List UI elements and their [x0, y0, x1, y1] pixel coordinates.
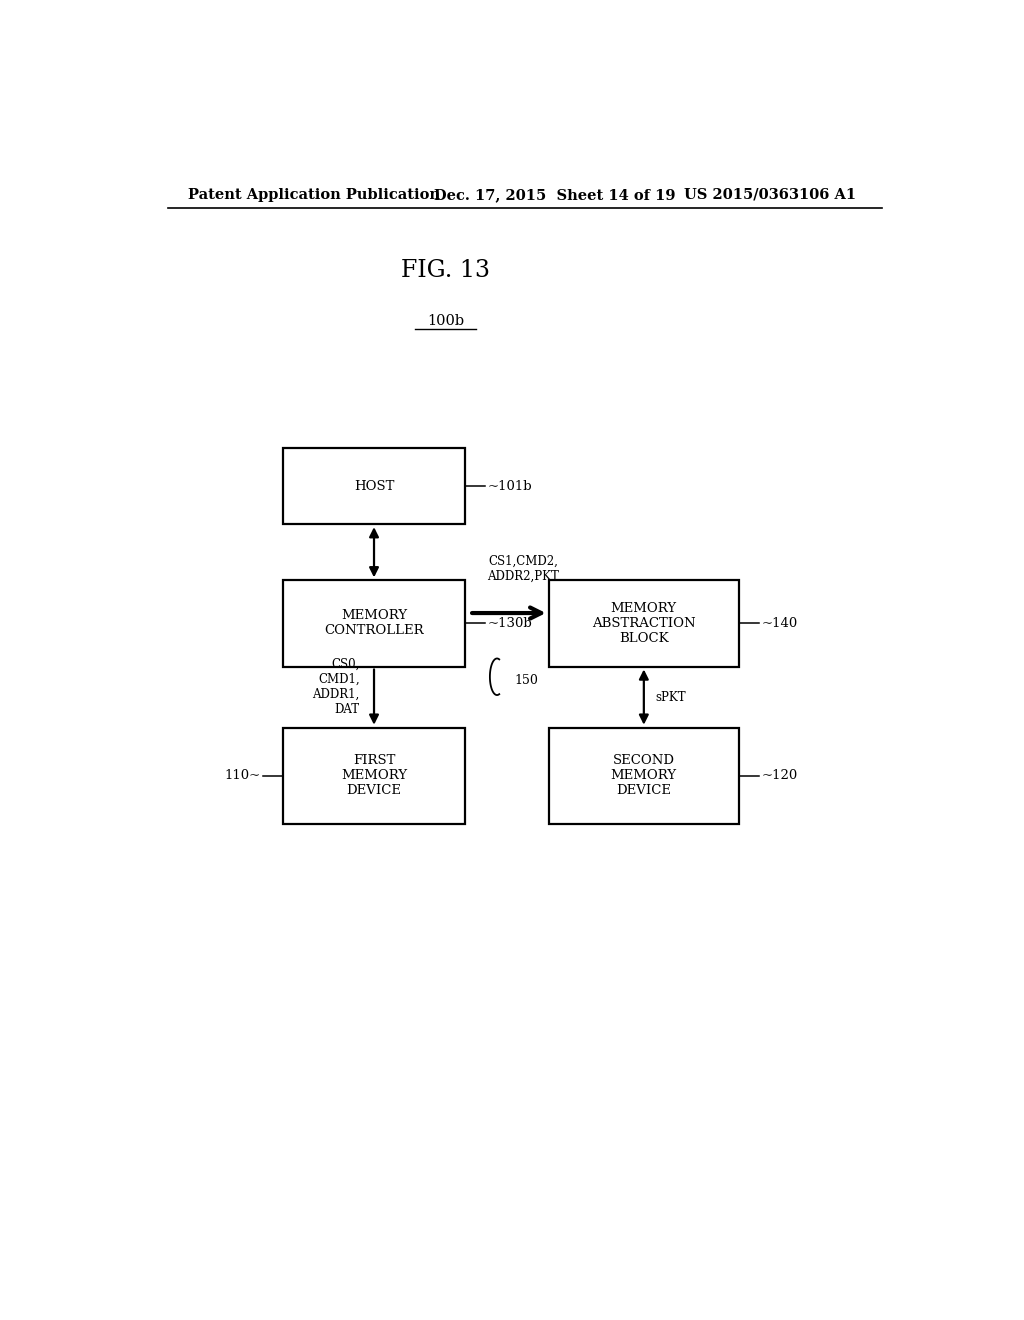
Text: ~120: ~120	[761, 770, 798, 783]
Text: ~101b: ~101b	[487, 479, 532, 492]
Text: 110~: 110~	[224, 770, 260, 783]
Text: MEMORY
CONTROLLER: MEMORY CONTROLLER	[325, 610, 424, 638]
Text: 150: 150	[514, 675, 539, 688]
Text: Patent Application Publication: Patent Application Publication	[187, 187, 439, 202]
Text: 100b: 100b	[427, 314, 464, 329]
Text: US 2015/0363106 A1: US 2015/0363106 A1	[684, 187, 856, 202]
Bar	[549, 581, 739, 667]
Bar	[283, 581, 465, 667]
Text: MEMORY
ABSTRACTION
BLOCK: MEMORY ABSTRACTION BLOCK	[592, 602, 695, 645]
Text: SECOND
MEMORY
DEVICE: SECOND MEMORY DEVICE	[610, 754, 677, 797]
Text: CS0,
CMD1,
ADDR1,
DAT: CS0, CMD1, ADDR1, DAT	[312, 657, 359, 715]
Text: FIRST
MEMORY
DEVICE: FIRST MEMORY DEVICE	[341, 754, 408, 797]
Text: HOST: HOST	[354, 479, 394, 492]
Text: ~140: ~140	[761, 616, 798, 630]
Bar	[283, 727, 465, 824]
Text: FIG. 13: FIG. 13	[401, 259, 489, 281]
Bar	[283, 447, 465, 524]
Text: sPKT: sPKT	[655, 690, 686, 704]
Text: CS1,CMD2,
ADDR2,PKT: CS1,CMD2, ADDR2,PKT	[486, 554, 559, 582]
Text: ~130b: ~130b	[487, 616, 532, 630]
Bar	[549, 727, 739, 824]
Text: Dec. 17, 2015  Sheet 14 of 19: Dec. 17, 2015 Sheet 14 of 19	[433, 187, 675, 202]
